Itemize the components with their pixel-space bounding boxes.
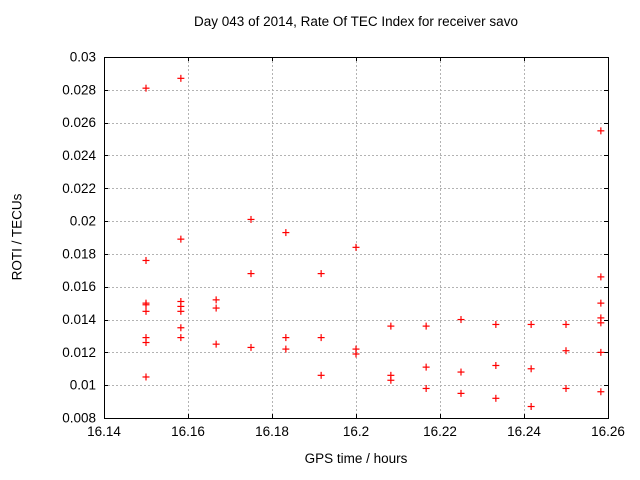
x-tick-label: 16.24 bbox=[507, 424, 541, 439]
data-point bbox=[142, 339, 150, 347]
x-tick-label: 16.14 bbox=[87, 424, 121, 439]
y-tick-label: 0.03 bbox=[70, 50, 96, 65]
data-point bbox=[282, 229, 290, 237]
x-tick-label: 16.22 bbox=[423, 424, 457, 439]
data-point bbox=[142, 84, 150, 92]
data-point bbox=[387, 322, 395, 330]
y-tick-label: 0.008 bbox=[62, 411, 96, 426]
data-point bbox=[142, 301, 150, 309]
data-point bbox=[597, 127, 605, 135]
data-point bbox=[387, 376, 395, 384]
data-point bbox=[317, 334, 325, 342]
data-point bbox=[177, 74, 185, 82]
data-point bbox=[422, 363, 430, 371]
data-point bbox=[562, 347, 570, 355]
y-axis-label: ROTI / TECUs bbox=[9, 193, 25, 281]
data-point bbox=[282, 345, 290, 353]
chart-title: Day 043 of 2014, Rate Of TEC Index for r… bbox=[194, 14, 518, 29]
y-tick-label: 0.016 bbox=[62, 279, 96, 294]
data-point bbox=[562, 384, 570, 392]
data-point bbox=[212, 296, 220, 304]
y-tick-label: 0.012 bbox=[62, 345, 96, 360]
data-point bbox=[597, 319, 605, 327]
data-point bbox=[457, 368, 465, 376]
data-point bbox=[422, 384, 430, 392]
y-tick-label: 0.026 bbox=[62, 115, 96, 130]
x-tick-label: 16.16 bbox=[171, 424, 205, 439]
data-point bbox=[177, 235, 185, 243]
data-point bbox=[317, 371, 325, 379]
data-point bbox=[142, 373, 150, 381]
data-point bbox=[597, 299, 605, 307]
y-tick-label: 0.02 bbox=[70, 214, 96, 229]
data-point bbox=[457, 316, 465, 324]
y-tick-label: 0.014 bbox=[62, 312, 96, 327]
y-tick-label: 0.01 bbox=[70, 378, 96, 393]
data-point bbox=[282, 334, 290, 342]
data-point bbox=[527, 365, 535, 373]
data-point bbox=[142, 256, 150, 264]
data-point bbox=[247, 343, 255, 351]
data-point bbox=[177, 324, 185, 332]
plot-border bbox=[104, 57, 609, 419]
data-point bbox=[247, 270, 255, 278]
y-tick-label: 0.022 bbox=[62, 181, 96, 196]
data-point bbox=[597, 348, 605, 356]
data-point bbox=[352, 243, 360, 251]
data-point bbox=[352, 350, 360, 358]
x-tick-label: 16.2 bbox=[343, 424, 369, 439]
data-point bbox=[492, 320, 500, 328]
x-axis-label: GPS time / hours bbox=[304, 451, 408, 466]
data-point bbox=[597, 273, 605, 281]
data-point bbox=[422, 322, 430, 330]
data-point bbox=[527, 403, 535, 411]
data-point bbox=[317, 270, 325, 278]
data-point bbox=[527, 320, 535, 328]
data-point bbox=[492, 361, 500, 369]
y-tick-label: 0.024 bbox=[62, 148, 96, 163]
x-tick-label: 16.18 bbox=[255, 424, 289, 439]
data-point bbox=[492, 394, 500, 402]
data-point bbox=[457, 389, 465, 397]
y-tick-label: 0.018 bbox=[62, 246, 96, 261]
data-point bbox=[247, 215, 255, 223]
x-tick-label: 16.26 bbox=[591, 424, 625, 439]
data-point bbox=[177, 307, 185, 315]
data-point bbox=[142, 307, 150, 315]
data-point bbox=[212, 304, 220, 312]
y-tick-label: 0.028 bbox=[62, 82, 96, 97]
data-point bbox=[212, 340, 220, 348]
data-point bbox=[177, 334, 185, 342]
data-point bbox=[597, 388, 605, 396]
data-point bbox=[562, 320, 570, 328]
